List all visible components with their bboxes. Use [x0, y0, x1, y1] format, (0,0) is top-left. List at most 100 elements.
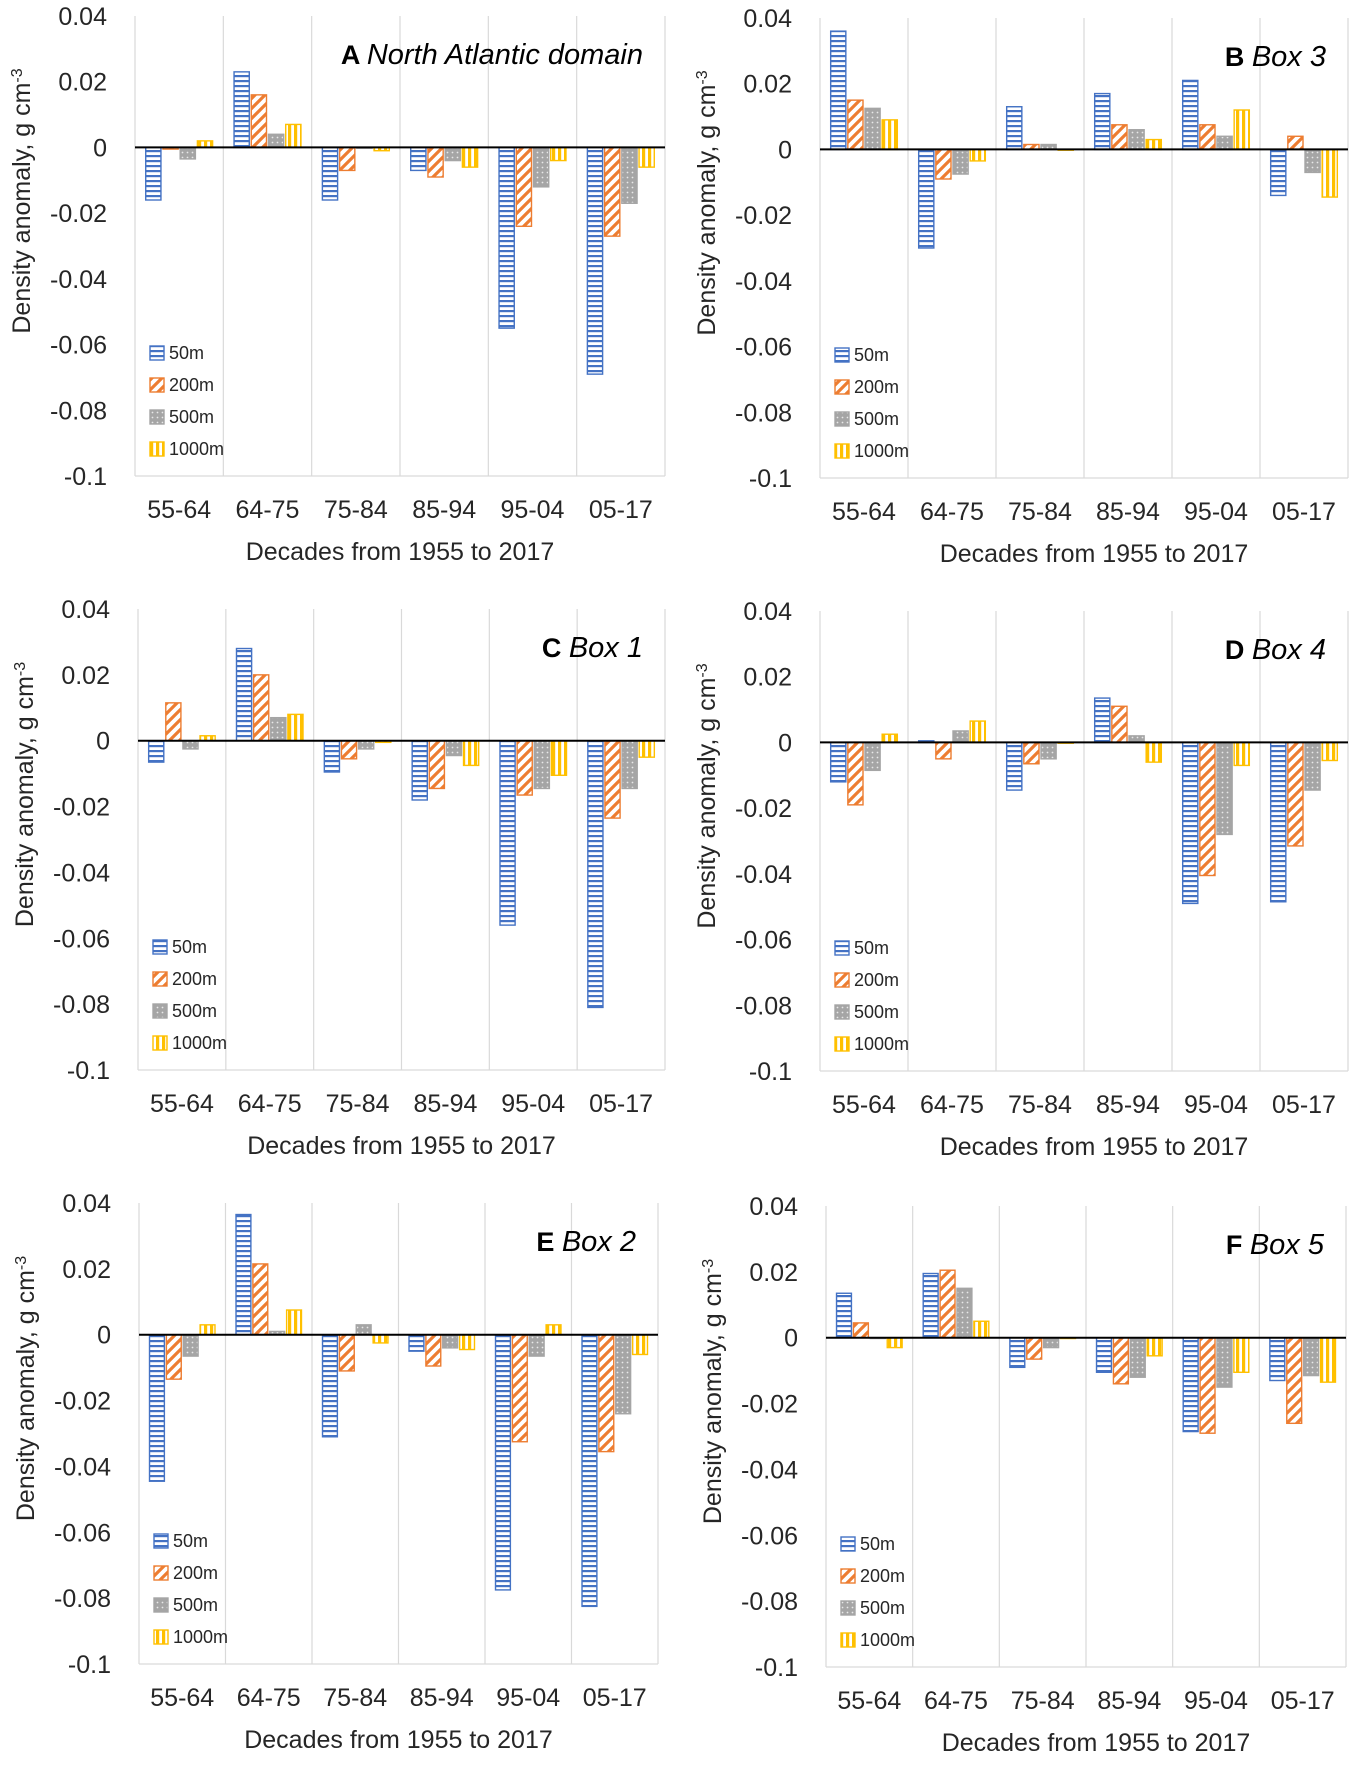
x-tick-label: 64-75 [238, 1090, 302, 1118]
bar-500m-55-64 [179, 146, 197, 160]
bar-50m-85-94 [1093, 697, 1111, 744]
legend-swatch-200m [840, 1568, 856, 1584]
legend-label: 1000m [854, 441, 909, 461]
x-axis-title: Decades from 1955 to 2017 [942, 1729, 1251, 1757]
bar-50m-05-17 [586, 146, 604, 375]
legend-swatch-500m [834, 411, 850, 427]
x-tick-label: 95-04 [1184, 1091, 1248, 1119]
legend-label: 1000m [860, 1630, 915, 1650]
bar-500m-85-94 [444, 146, 462, 162]
y-tick-label: -0.08 [50, 397, 107, 425]
legend-label: 50m [169, 343, 204, 363]
bar-200m-85-94 [1112, 1337, 1130, 1385]
y-tick-label: 0.04 [58, 3, 107, 31]
x-tick-label: 85-94 [412, 496, 476, 524]
bar-1000m-85-94 [462, 740, 480, 767]
y-tick-label: -0.02 [735, 795, 792, 823]
x-tick-label: 05-17 [1271, 1687, 1335, 1715]
legend-swatch-50m [152, 939, 168, 955]
bar-200m-05-17 [598, 1334, 615, 1453]
legend-swatch-200m [153, 1565, 169, 1581]
y-tick-label: -0.1 [755, 1654, 798, 1682]
legend-swatch-50m [153, 1533, 169, 1549]
x-tick-label: 55-64 [832, 1091, 896, 1119]
legend-label: 200m [860, 1566, 905, 1586]
bar-500m-95-04 [528, 1334, 545, 1357]
legend-swatch-1000m [149, 441, 165, 457]
bar-200m-85-94 [1111, 124, 1128, 151]
bar-500m-05-17 [1304, 741, 1321, 791]
bar-200m-75-84 [338, 1334, 355, 1372]
bar-50m-64-75 [235, 647, 253, 742]
x-tick-label: 64-75 [236, 496, 300, 524]
bar-1000m-64-75 [287, 713, 304, 742]
chart-panel-d: 0.04 0.02 0 -0.02 -0.04 -0.06 -0.08 -0.1 55-64 64… [693, 598, 1349, 1161]
bar-1000m-64-75 [969, 720, 987, 744]
bar-500m-05-17 [621, 146, 638, 204]
bar-200m-85-94 [427, 146, 444, 178]
y-tick-label: 0.04 [743, 598, 792, 626]
x-axis-title: Decades from 1955 to 2017 [247, 1132, 556, 1160]
bar-500m-75-84 [1040, 741, 1057, 760]
y-tick-label: 0 [784, 1325, 798, 1353]
y-tick-label: 0.02 [749, 1259, 798, 1287]
bar-200m-75-84 [1023, 741, 1040, 765]
bar-50m-95-04 [499, 740, 516, 926]
y-tick-label: -0.1 [68, 1651, 111, 1679]
chart-panel-c: 0.04 0.02 0 -0.02 -0.04 -0.06 -0.08 -0.1 55-64 64… [11, 596, 666, 1160]
bar-500m-75-84 [357, 740, 375, 750]
y-tick-label: -0.02 [50, 200, 107, 228]
x-tick-label: 85-94 [1096, 498, 1160, 526]
x-tick-label: 95-04 [496, 1684, 560, 1712]
y-tick-label: 0.02 [61, 662, 110, 690]
panel-title: D Box 4 [1225, 634, 1326, 666]
x-axis-title: Decades from 1955 to 2017 [244, 1726, 553, 1754]
bar-50m-85-94 [410, 146, 427, 172]
y-tick-label: 0.02 [743, 71, 792, 99]
bar-50m-05-17 [587, 740, 604, 1009]
bar-500m-85-94 [445, 740, 463, 757]
bar-50m-55-64 [829, 30, 847, 151]
legend-swatch-200m [149, 377, 165, 393]
x-tick-label: 85-94 [1096, 1091, 1160, 1119]
x-tick-label: 75-84 [1008, 1091, 1072, 1119]
bar-500m-95-04 [533, 740, 551, 790]
bar-500m-64-75 [267, 133, 285, 149]
bar-50m-95-04 [494, 1334, 512, 1591]
legend-label: 50m [173, 1531, 208, 1551]
y-axis-title: Density anomaly, g cm-3 [693, 663, 721, 928]
y-tick-label: 0.04 [61, 596, 110, 624]
bar-50m-64-75 [922, 1272, 939, 1339]
bar-500m-55-64 [864, 741, 881, 772]
x-axis-title: Decades from 1955 to 2017 [940, 540, 1249, 568]
bar-1000m-95-04 [545, 1324, 562, 1336]
legend-swatch-50m [834, 940, 850, 956]
bar-50m-55-64 [835, 1292, 853, 1339]
bar-500m-05-17 [615, 1334, 632, 1415]
bar-500m-05-17 [621, 740, 638, 790]
y-tick-label: -0.02 [741, 1391, 798, 1419]
y-tick-label: 0.04 [749, 1193, 798, 1221]
bar-50m-55-64 [145, 146, 162, 201]
y-tick-label: 0.04 [743, 5, 792, 33]
panel-title: C Box 1 [542, 632, 643, 664]
y-tick-label: 0 [97, 1322, 111, 1350]
y-axis-title: Density anomaly, g cm-3 [693, 70, 721, 335]
bar-1000m-95-04 [1233, 741, 1251, 767]
bar-50m-55-64 [148, 1334, 166, 1482]
bar-50m-75-84 [1009, 1337, 1026, 1369]
legend-label: 500m [172, 1001, 217, 1021]
bar-200m-75-84 [338, 146, 356, 172]
legend-label: 50m [854, 345, 889, 365]
bar-200m-85-94 [1111, 705, 1128, 744]
bar-50m-95-04 [498, 146, 515, 329]
y-tick-label: -0.04 [741, 1456, 798, 1484]
y-tick-label: 0.02 [62, 1256, 111, 1284]
bar-50m-75-84 [1005, 741, 1023, 791]
bar-1000m-05-17 [1321, 148, 1339, 198]
legend-label: 1000m [169, 439, 224, 459]
legend-label: 50m [172, 937, 207, 957]
bar-1000m-95-04 [550, 740, 568, 776]
bar-500m-64-75 [270, 716, 287, 742]
legend-label: 200m [173, 1563, 218, 1583]
